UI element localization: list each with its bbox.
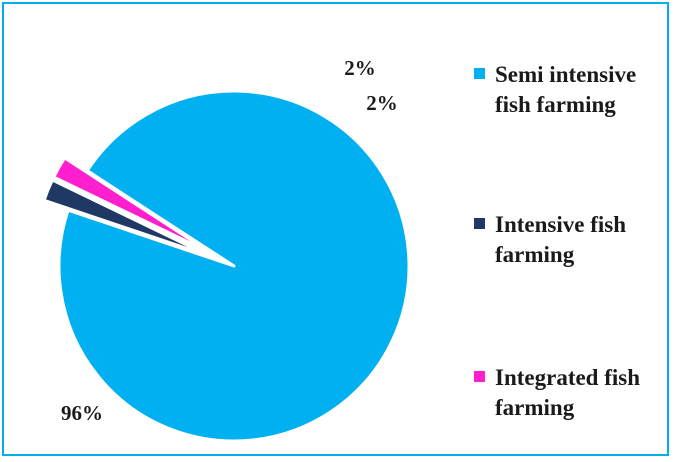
legend-label-semi-intensive: Semi intensive fish farming <box>495 62 637 117</box>
legend-swatch-intensive <box>474 218 485 229</box>
data-label-integrated: 2% <box>366 91 398 115</box>
legend-swatch-semi-intensive <box>474 68 485 79</box>
data-label-semi-intensive: 96% <box>61 401 103 425</box>
pie-slice-intensive <box>42 178 212 258</box>
pie-slice-integrated <box>52 156 213 255</box>
legend-swatch-integrated <box>474 371 485 382</box>
data-label-intensive: 2% <box>344 56 376 80</box>
legend-label-integrated: Integrated fish farming <box>495 365 641 420</box>
pie-slice-semi-intensive <box>57 89 411 443</box>
legend-label-intensive: Intensive fish farming <box>495 212 626 267</box>
